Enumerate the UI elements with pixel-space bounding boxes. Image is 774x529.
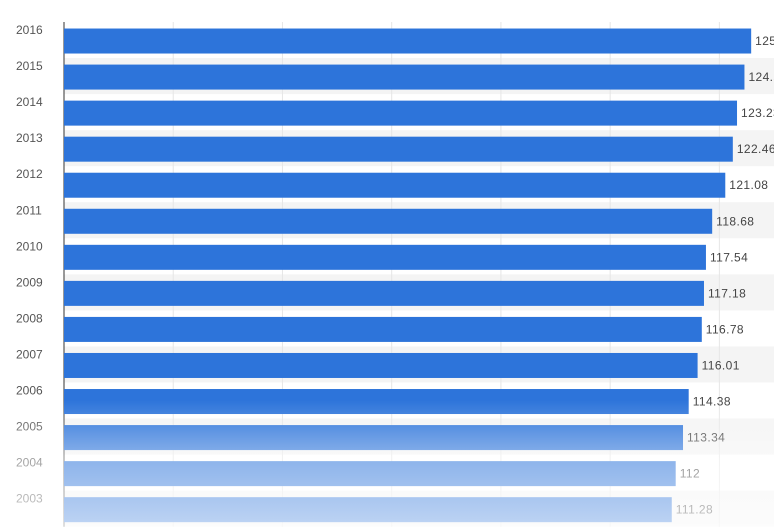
value-label: 123.23 — [741, 106, 774, 120]
bar[interactable] — [64, 316, 702, 342]
bar[interactable] — [64, 352, 698, 378]
value-label: 113.34 — [687, 431, 725, 445]
value-label: 116.01 — [702, 358, 740, 372]
bar[interactable] — [64, 425, 684, 451]
bar[interactable] — [64, 389, 689, 415]
value-label: 116.78 — [706, 322, 744, 336]
bar[interactable] — [64, 64, 745, 90]
y-tick-label: 2008 — [16, 311, 43, 325]
bar[interactable] — [64, 280, 704, 306]
y-tick-label: 2015 — [16, 59, 43, 73]
y-tick-label: 2016 — [16, 23, 43, 37]
value-label: 125.82 — [755, 34, 774, 48]
bar[interactable] — [64, 136, 733, 162]
y-tick-label: 2005 — [16, 420, 43, 434]
y-tick-label: 2004 — [16, 456, 43, 470]
bar[interactable] — [64, 100, 738, 126]
y-tick-label: 2013 — [16, 131, 43, 145]
value-label: 114.38 — [693, 395, 731, 409]
value-label: 122.46 — [737, 142, 774, 156]
y-tick-label: 2003 — [16, 492, 43, 506]
bars — [64, 28, 752, 523]
value-label: 117.54 — [710, 250, 748, 264]
y-tick-label: 2007 — [16, 347, 43, 361]
value-label: 124.59 — [748, 70, 774, 84]
value-label: 117.18 — [708, 286, 746, 300]
y-tick-label: 2012 — [16, 167, 43, 181]
y-tick-label: 2014 — [16, 95, 43, 109]
y-tick-label: 2009 — [16, 275, 43, 289]
bar[interactable] — [64, 172, 726, 198]
value-label: 121.08 — [729, 178, 768, 192]
bar[interactable] — [64, 208, 713, 234]
value-label: 111.28 — [676, 503, 713, 517]
y-tick-label: 2011 — [16, 203, 42, 217]
y-tick-label: 2006 — [16, 384, 43, 398]
bar[interactable] — [64, 28, 752, 54]
value-label: 118.68 — [716, 214, 754, 228]
bar[interactable] — [64, 244, 706, 270]
value-label: 112 — [680, 467, 700, 481]
bar[interactable] — [64, 497, 672, 523]
bar[interactable] — [64, 461, 676, 487]
y-tick-label: 2010 — [16, 239, 43, 253]
y-tick-labels: 2016 2015 2014 2013 2012 2011 2010 2009 2008 2007… — [16, 23, 43, 506]
